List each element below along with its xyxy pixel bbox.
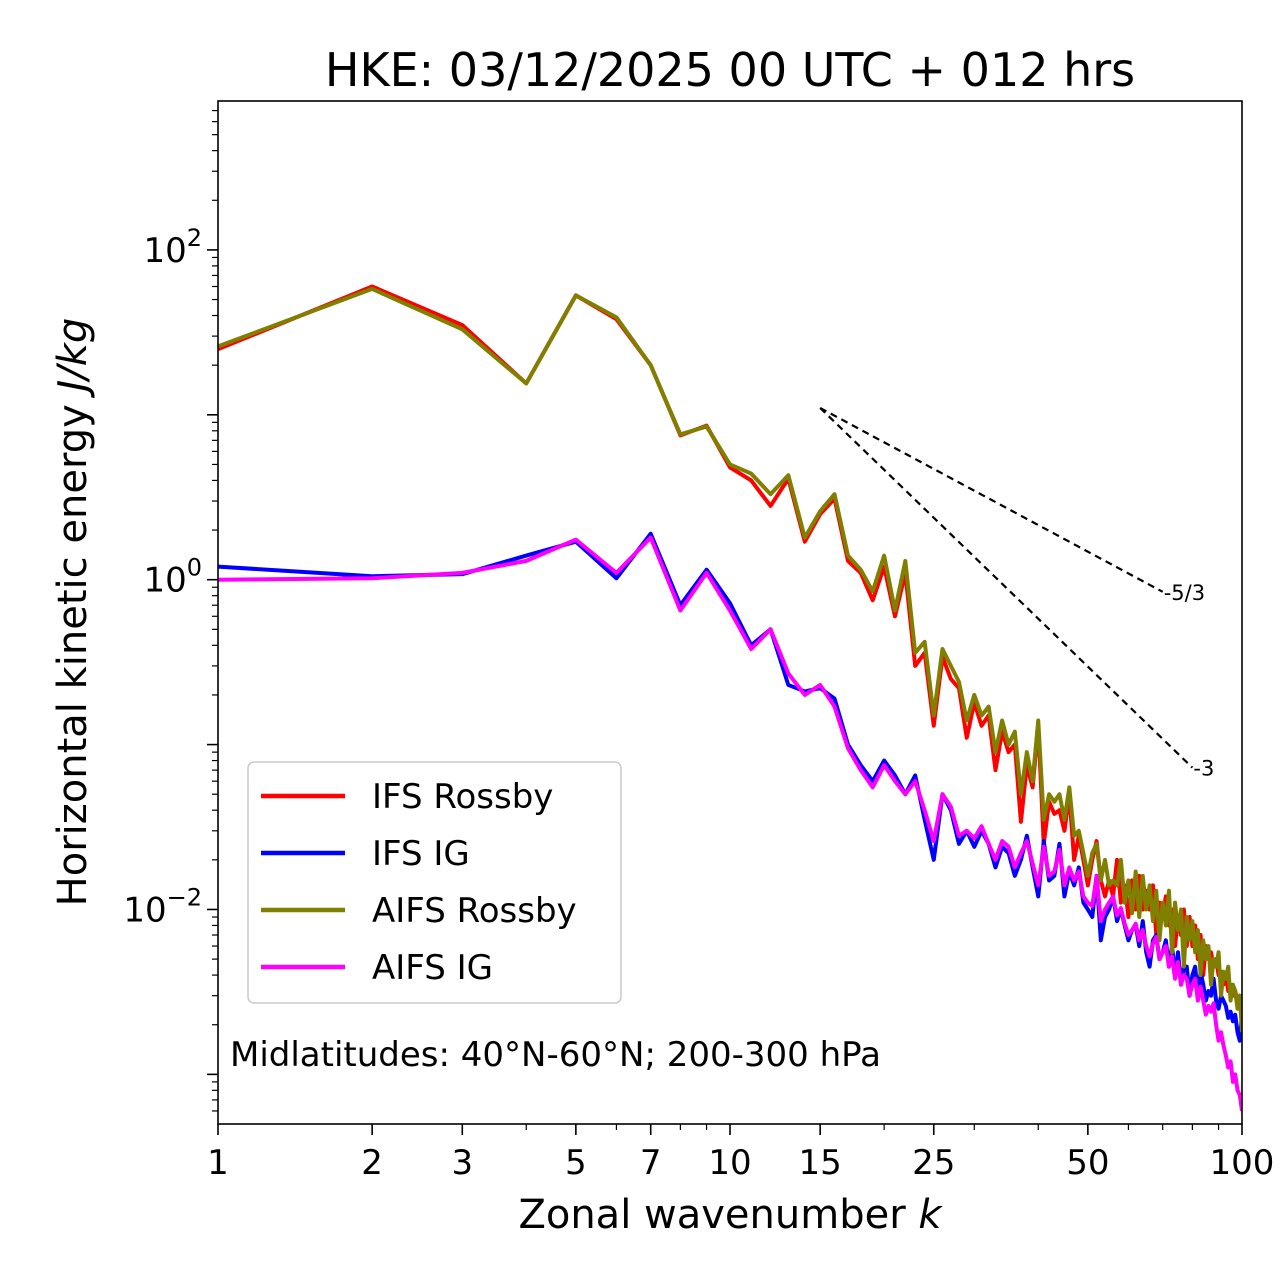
legend: IFS Rossby IFS IG AIFS Rossby AIFS IG — [247, 761, 622, 1004]
x-tick-label: 5 — [565, 1143, 587, 1183]
legend-label-0: IFS Rossby — [372, 777, 553, 817]
slope-label-0: -5/3 — [1164, 581, 1205, 605]
legend-label-1: IFS IG — [372, 834, 470, 874]
x-axis-label: Zonal wavenumber k — [518, 1192, 943, 1238]
x-tick-label: 1 — [207, 1143, 229, 1183]
series-line-3 — [218, 535, 1242, 1112]
legend-label-2: AIFS Rossby — [372, 891, 577, 931]
chart-title: HKE: 03/12/2025 00 UTC + 012 hrs — [325, 43, 1135, 97]
x-tick-label: 3 — [451, 1143, 473, 1183]
y-tick-label: 10−2 — [123, 883, 202, 930]
reference-line-1 — [819, 407, 1194, 769]
y-axis-label: Horizontal kinetic energy J/kg — [50, 318, 96, 907]
x-tick-label: 10 — [708, 1143, 751, 1183]
series-layer — [218, 284, 1242, 1112]
x-tick-label: 7 — [640, 1143, 662, 1183]
legend-box — [247, 761, 622, 1004]
y-axis: 10−2 100 102 — [123, 109, 218, 1112]
legend-label-3: AIFS IG — [372, 948, 493, 988]
x-tick-label: 100 — [1210, 1143, 1275, 1183]
slope-labels: -5/3 -3 — [1164, 581, 1215, 781]
y-tick-label: 100 — [143, 554, 202, 601]
reference-line-0 — [819, 407, 1164, 593]
slope-label-1: -3 — [1193, 757, 1214, 781]
x-tick-label: 2 — [361, 1143, 383, 1183]
series-line-2 — [218, 286, 1242, 1033]
x-tick-label: 50 — [1066, 1143, 1109, 1183]
region-annotation: Midlatitudes: 40°N-60°N; 200-300 hPa — [230, 1035, 881, 1075]
reference-slope-lines — [819, 407, 1194, 769]
x-tick-label: 15 — [799, 1143, 842, 1183]
x-tick-label: 25 — [912, 1143, 955, 1183]
series-line-1 — [218, 531, 1242, 1043]
x-axis: 1 2 3 5 7 10 15 25 50 100 — [207, 1124, 1274, 1183]
y-tick-label: 102 — [143, 224, 202, 271]
